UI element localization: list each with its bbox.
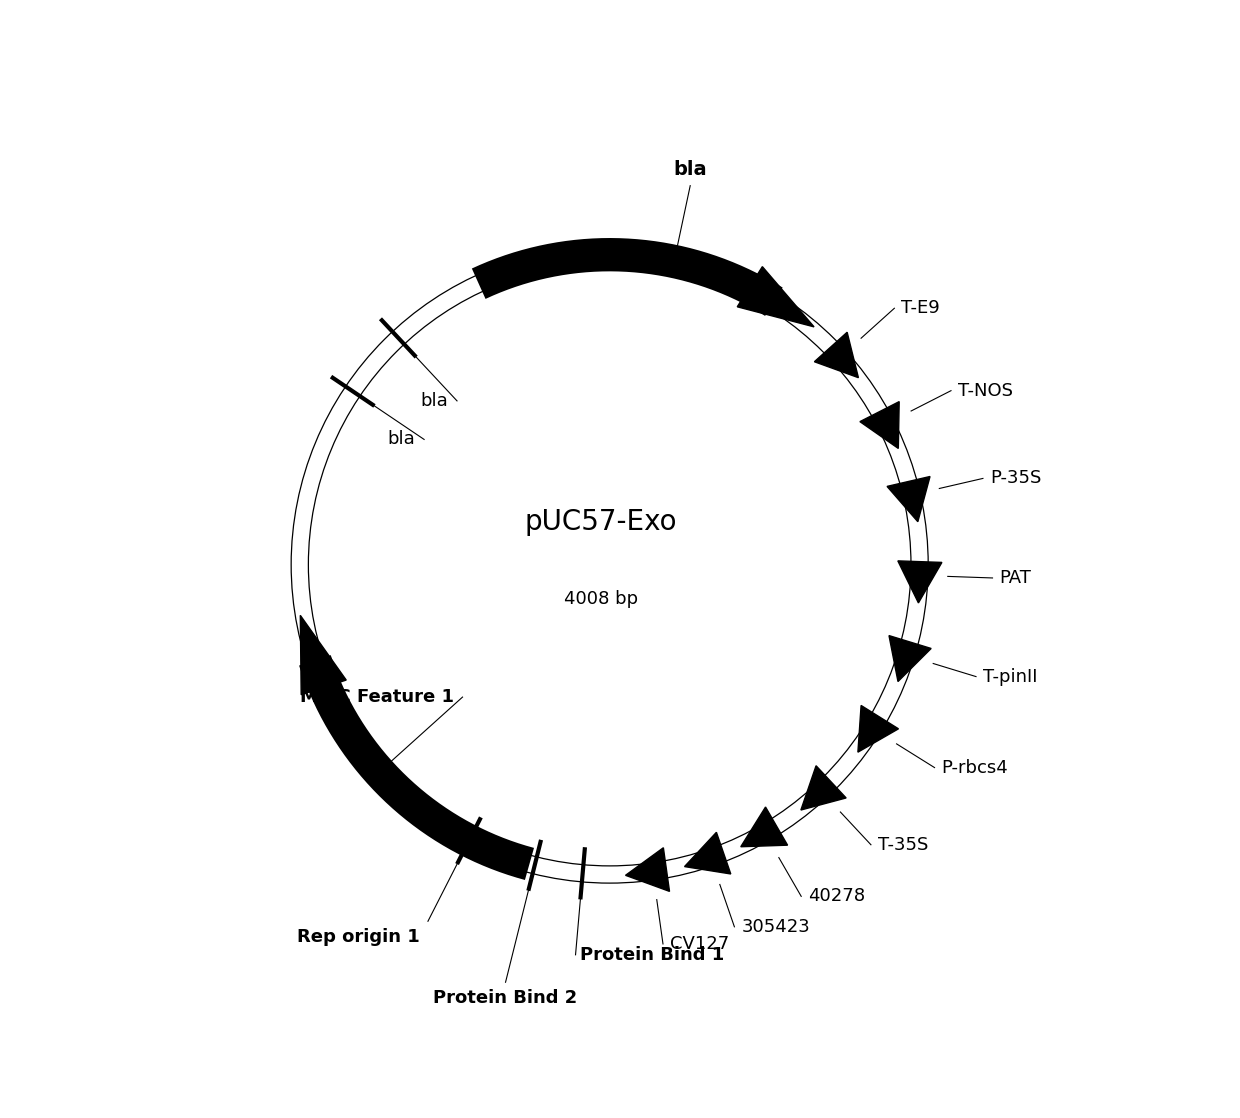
Text: T-NOS: T-NOS [957, 381, 1013, 399]
Polygon shape [815, 332, 858, 378]
Text: bla: bla [420, 392, 449, 410]
Text: MISC Feature 1: MISC Feature 1 [300, 688, 454, 707]
Text: P-rbcs4: P-rbcs4 [941, 759, 1008, 777]
Text: T-E9: T-E9 [901, 300, 940, 318]
Text: 305423: 305423 [742, 918, 810, 936]
Polygon shape [859, 401, 899, 448]
Text: Rep origin 1: Rep origin 1 [296, 928, 419, 946]
Polygon shape [738, 266, 813, 326]
Polygon shape [887, 476, 930, 522]
Text: P-35S: P-35S [990, 470, 1042, 487]
Text: Protein Bind 1: Protein Bind 1 [580, 946, 724, 964]
Text: T-pinII: T-pinII [983, 667, 1038, 685]
Text: Protein Bind 2: Protein Bind 2 [434, 989, 578, 1007]
Text: T-35S: T-35S [878, 836, 929, 854]
Polygon shape [801, 766, 846, 811]
Polygon shape [625, 847, 670, 891]
Polygon shape [898, 561, 942, 603]
Polygon shape [300, 615, 346, 694]
Text: 40278: 40278 [808, 888, 866, 906]
Text: pUC57-Exo: pUC57-Exo [525, 508, 677, 536]
Polygon shape [889, 636, 931, 682]
Text: CV127: CV127 [670, 935, 729, 953]
Text: PAT: PAT [999, 569, 1032, 587]
Polygon shape [858, 705, 899, 752]
Text: bla: bla [673, 160, 707, 179]
Text: bla: bla [388, 430, 415, 448]
Polygon shape [684, 832, 730, 874]
Polygon shape [740, 807, 787, 846]
Text: 4008 bp: 4008 bp [564, 590, 639, 608]
